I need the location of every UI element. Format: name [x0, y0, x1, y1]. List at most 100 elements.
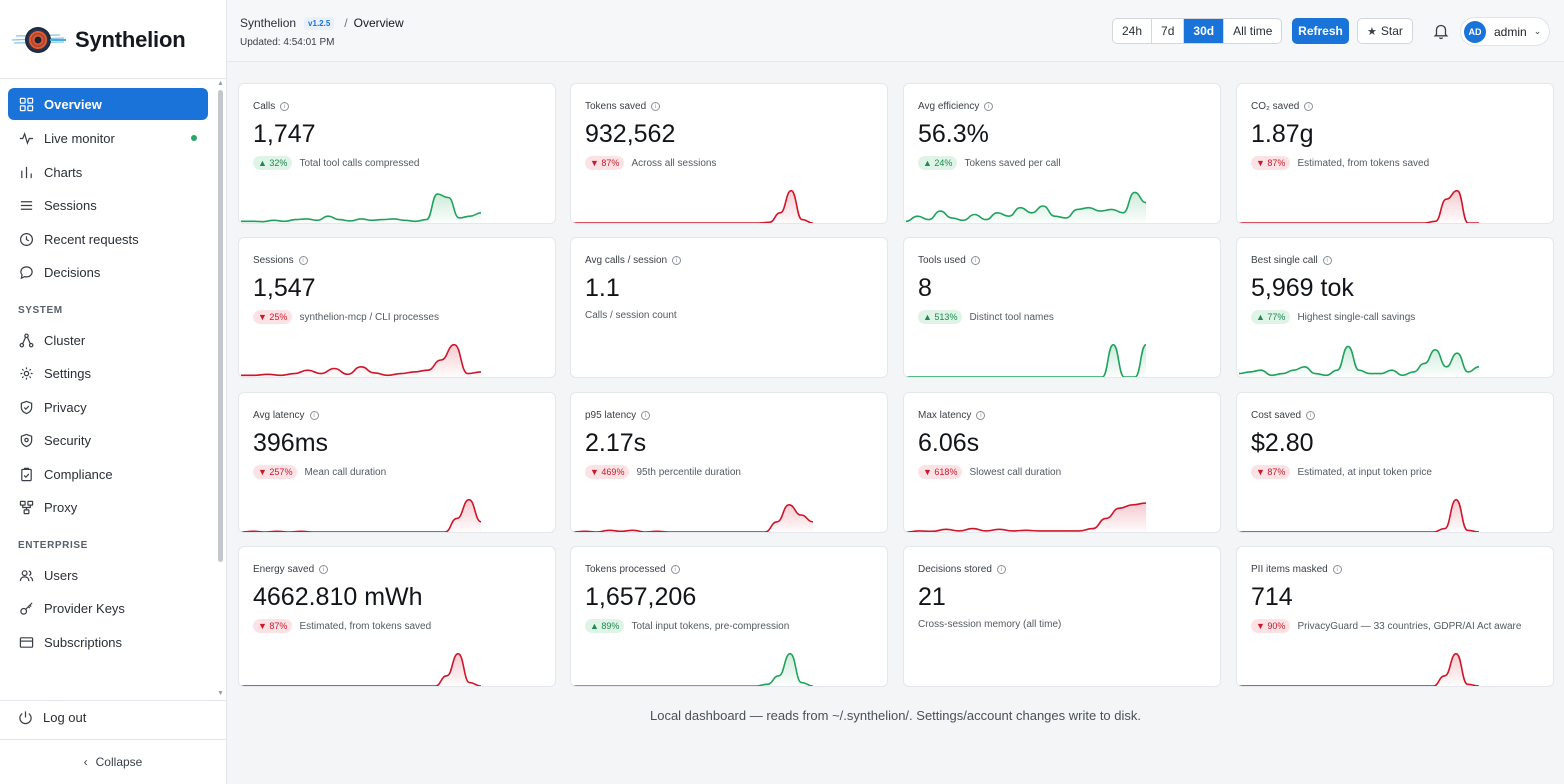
- sparkline-area: [1239, 190, 1479, 223]
- sparkline-area: [241, 653, 481, 686]
- info-icon[interactable]: i: [319, 565, 329, 574]
- info-icon[interactable]: i: [641, 411, 651, 420]
- metric-subtitle: ▼ 618% Slowest call duration: [918, 465, 1061, 479]
- sparkline: [241, 343, 481, 377]
- users-icon: [18, 567, 34, 583]
- metric-description: Slowest call duration: [969, 466, 1062, 478]
- metric-card: Cost saved i $2.80 ▼ 87% Estimated, at input…: [1236, 392, 1554, 533]
- refresh-button[interactable]: Refresh: [1292, 18, 1349, 44]
- info-icon[interactable]: i: [309, 411, 319, 420]
- info-icon[interactable]: i: [1306, 411, 1316, 420]
- info-icon[interactable]: i: [298, 256, 308, 265]
- sidebar-item-cluster[interactable]: Cluster: [8, 324, 208, 358]
- sidebar-item-decisions[interactable]: Decisions: [8, 256, 208, 290]
- sparkline-area: [1239, 653, 1479, 686]
- sidebar-item-compliance[interactable]: Compliance: [8, 458, 208, 492]
- metric-value: 56.3%: [918, 120, 989, 148]
- sparkline: [1239, 652, 1479, 686]
- metric-title: Cost saved i: [1251, 410, 1316, 421]
- sidebar-item-subscriptions[interactable]: Subscriptions: [8, 626, 208, 660]
- metric-title: Decisions stored i: [918, 564, 1006, 575]
- metric-title: Tools used i: [918, 255, 980, 266]
- live-status-dot: [191, 135, 197, 141]
- sidebar-item-label: Recent requests: [44, 231, 139, 247]
- logout-label: Log out: [43, 709, 87, 725]
- metric-subtitle: ▲ 513% Distinct tool names: [918, 310, 1054, 324]
- arrow-up-icon: ▲: [923, 312, 935, 322]
- sparkline-line: [1239, 652, 1479, 686]
- sidebar-item-proxy[interactable]: Proxy: [8, 491, 208, 525]
- collapse-sidebar-button[interactable]: ‹ Collapse: [0, 752, 226, 772]
- bell-icon[interactable]: [1432, 22, 1450, 40]
- metric-value: 2.17s: [585, 429, 647, 457]
- info-icon[interactable]: i: [670, 565, 680, 574]
- sidebar-item-provider-keys[interactable]: Provider Keys: [8, 592, 208, 626]
- info-icon[interactable]: i: [1304, 102, 1314, 111]
- breadcrumb-separator: /: [344, 16, 348, 30]
- info-icon[interactable]: i: [976, 411, 986, 420]
- sidebar-item-overview[interactable]: Overview: [8, 88, 208, 120]
- sidebar-item-recent-requests[interactable]: Recent requests: [8, 223, 208, 257]
- trend-badge: ▼ 25%: [253, 310, 293, 324]
- trend-value: 513%: [934, 312, 958, 322]
- user-menu[interactable]: AD admin ⌄: [1460, 17, 1550, 46]
- trend-value: 90%: [1267, 621, 1286, 631]
- sidebar-item-sessions[interactable]: Sessions: [8, 189, 208, 223]
- metric-card: Max latency i 6.06s ▼ 618% Slowest call dura…: [903, 392, 1221, 533]
- trend-badge: ▲ 77%: [1251, 310, 1291, 324]
- info-icon[interactable]: i: [984, 102, 994, 111]
- star-button[interactable]: ★ Star: [1357, 18, 1413, 44]
- sidebar-item-charts[interactable]: Charts: [8, 156, 208, 190]
- metric-subtitle: ▲ 77% Highest single-call savings: [1251, 310, 1415, 324]
- range-all-time[interactable]: All time: [1233, 24, 1273, 38]
- arrow-down-icon: ▼: [1256, 158, 1268, 168]
- sidebar-item-label: Proxy: [44, 500, 78, 516]
- trend-badge: ▼ 87%: [253, 619, 293, 633]
- info-icon[interactable]: i: [280, 102, 290, 111]
- metric-card: Decisions stored i 21 Cross-session memory …: [903, 546, 1221, 687]
- sidebar-item-security[interactable]: Security: [8, 424, 208, 458]
- metric-subtitle: ▼ 87% Estimated, from tokens saved: [1251, 156, 1429, 170]
- section-title-enterprise: ENTERPRISE: [18, 539, 88, 551]
- info-icon[interactable]: i: [651, 102, 661, 111]
- divider: [0, 739, 226, 740]
- scroll-down-arrow[interactable]: ▼: [217, 690, 224, 697]
- sparkline: [1239, 189, 1479, 223]
- sidebar-item-privacy[interactable]: Privacy: [8, 391, 208, 425]
- range-30d[interactable]: 30d: [1184, 19, 1225, 43]
- trend-value: 618%: [934, 467, 958, 477]
- metric-title: Sessions i: [253, 255, 308, 266]
- metric-description: Total tool calls compressed: [299, 157, 420, 169]
- sparkline-line: [1238, 345, 1479, 377]
- sidebar-item-users[interactable]: Users: [8, 559, 208, 593]
- info-icon[interactable]: i: [996, 565, 1006, 574]
- range-7d[interactable]: 7d: [1152, 19, 1185, 43]
- info-icon[interactable]: i: [1322, 256, 1332, 265]
- trend-badge: ▼ 90%: [1251, 619, 1291, 633]
- scroll-up-arrow[interactable]: ▲: [217, 80, 224, 87]
- chat-bubble-icon: [18, 265, 34, 281]
- trend-badge: ▼ 87%: [1251, 156, 1291, 170]
- info-icon[interactable]: i: [970, 256, 980, 265]
- sidebar-item-settings[interactable]: Settings: [8, 357, 208, 391]
- chevron-down-icon: ⌄: [1533, 26, 1542, 36]
- brand[interactable]: Synthelion: [10, 20, 186, 60]
- breadcrumb-app[interactable]: Synthelion: [240, 16, 297, 30]
- arrow-down-icon: ▼: [258, 467, 270, 477]
- metric-title-text: Best single call: [1251, 255, 1318, 266]
- time-range-selector: 24h 7d 30d All time: [1112, 18, 1283, 44]
- star-icon: ★: [1367, 25, 1377, 38]
- metric-subtitle: ▼ 87% Estimated, from tokens saved: [253, 619, 431, 633]
- info-icon[interactable]: i: [672, 256, 682, 265]
- info-icon[interactable]: i: [1332, 565, 1342, 574]
- metric-description: PrivacyGuard — 33 countries, GDPR/AI Act…: [1297, 620, 1522, 632]
- metric-card: Tokens saved i 932,562 ▼ 87% Across all sess…: [570, 83, 888, 224]
- metric-subtitle: ▲ 89% Total input tokens, pre-compression: [585, 619, 789, 633]
- sidebar-scrollbar-thumb[interactable]: [218, 90, 223, 562]
- logout-button[interactable]: Log out: [18, 706, 86, 728]
- clock-icon: [18, 231, 34, 247]
- range-24h[interactable]: 24h: [1113, 19, 1153, 43]
- footer-note: Local dashboard — reads from ~/.syntheli…: [649, 708, 1142, 723]
- arrow-up-icon: ▲: [1256, 312, 1268, 322]
- sidebar-item-live-monitor[interactable]: Live monitor: [8, 122, 208, 156]
